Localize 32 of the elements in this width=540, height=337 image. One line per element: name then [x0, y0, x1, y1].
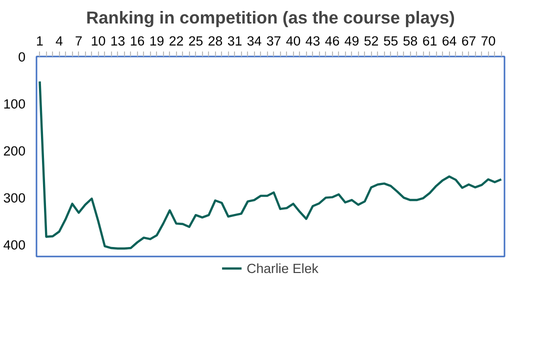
x-tick-label: 22 [168, 34, 184, 48]
chart-title: Ranking in competition (as the course plays) [86, 8, 455, 28]
y-tick-label: 0 [18, 50, 26, 64]
x-tick-label: 31 [227, 34, 242, 48]
y-tick-label: 200 [3, 144, 26, 159]
x-tick-label: 34 [246, 34, 262, 48]
x-tick-label: 64 [442, 34, 458, 48]
x-tick-label: 19 [149, 34, 164, 48]
line-series [38, 80, 502, 250]
x-tick-label: 67 [461, 34, 476, 48]
x-tick-label: 10 [90, 34, 106, 48]
x-tick-label: 7 [75, 34, 82, 48]
x-tick-label: 49 [344, 34, 360, 48]
x-tick-label: 16 [130, 34, 145, 48]
x-tick-label: 4 [56, 34, 64, 48]
x-tick-label: 58 [402, 34, 418, 48]
x-tick-label: 46 [324, 34, 340, 48]
legend-label: Charlie Elek [246, 260, 318, 276]
x-tick-label: 55 [383, 34, 398, 48]
x-tick-label: 70 [480, 34, 496, 48]
x-tick-label: 28 [208, 34, 223, 48]
x-tick-label: 1 [36, 34, 44, 48]
y-tick-label: 300 [3, 190, 26, 206]
x-tick-label: 37 [266, 34, 282, 48]
x-tick-label: 40 [286, 34, 301, 48]
x-tick-label: 61 [422, 34, 438, 48]
y-tick-label: 400 [3, 238, 26, 253]
x-tick-label: 13 [110, 34, 126, 48]
x-tick-label: 52 [364, 34, 379, 48]
x-tick-label: 25 [188, 34, 204, 48]
x-tick-label: 43 [305, 34, 320, 48]
y-tick-label: 100 [3, 96, 26, 112]
